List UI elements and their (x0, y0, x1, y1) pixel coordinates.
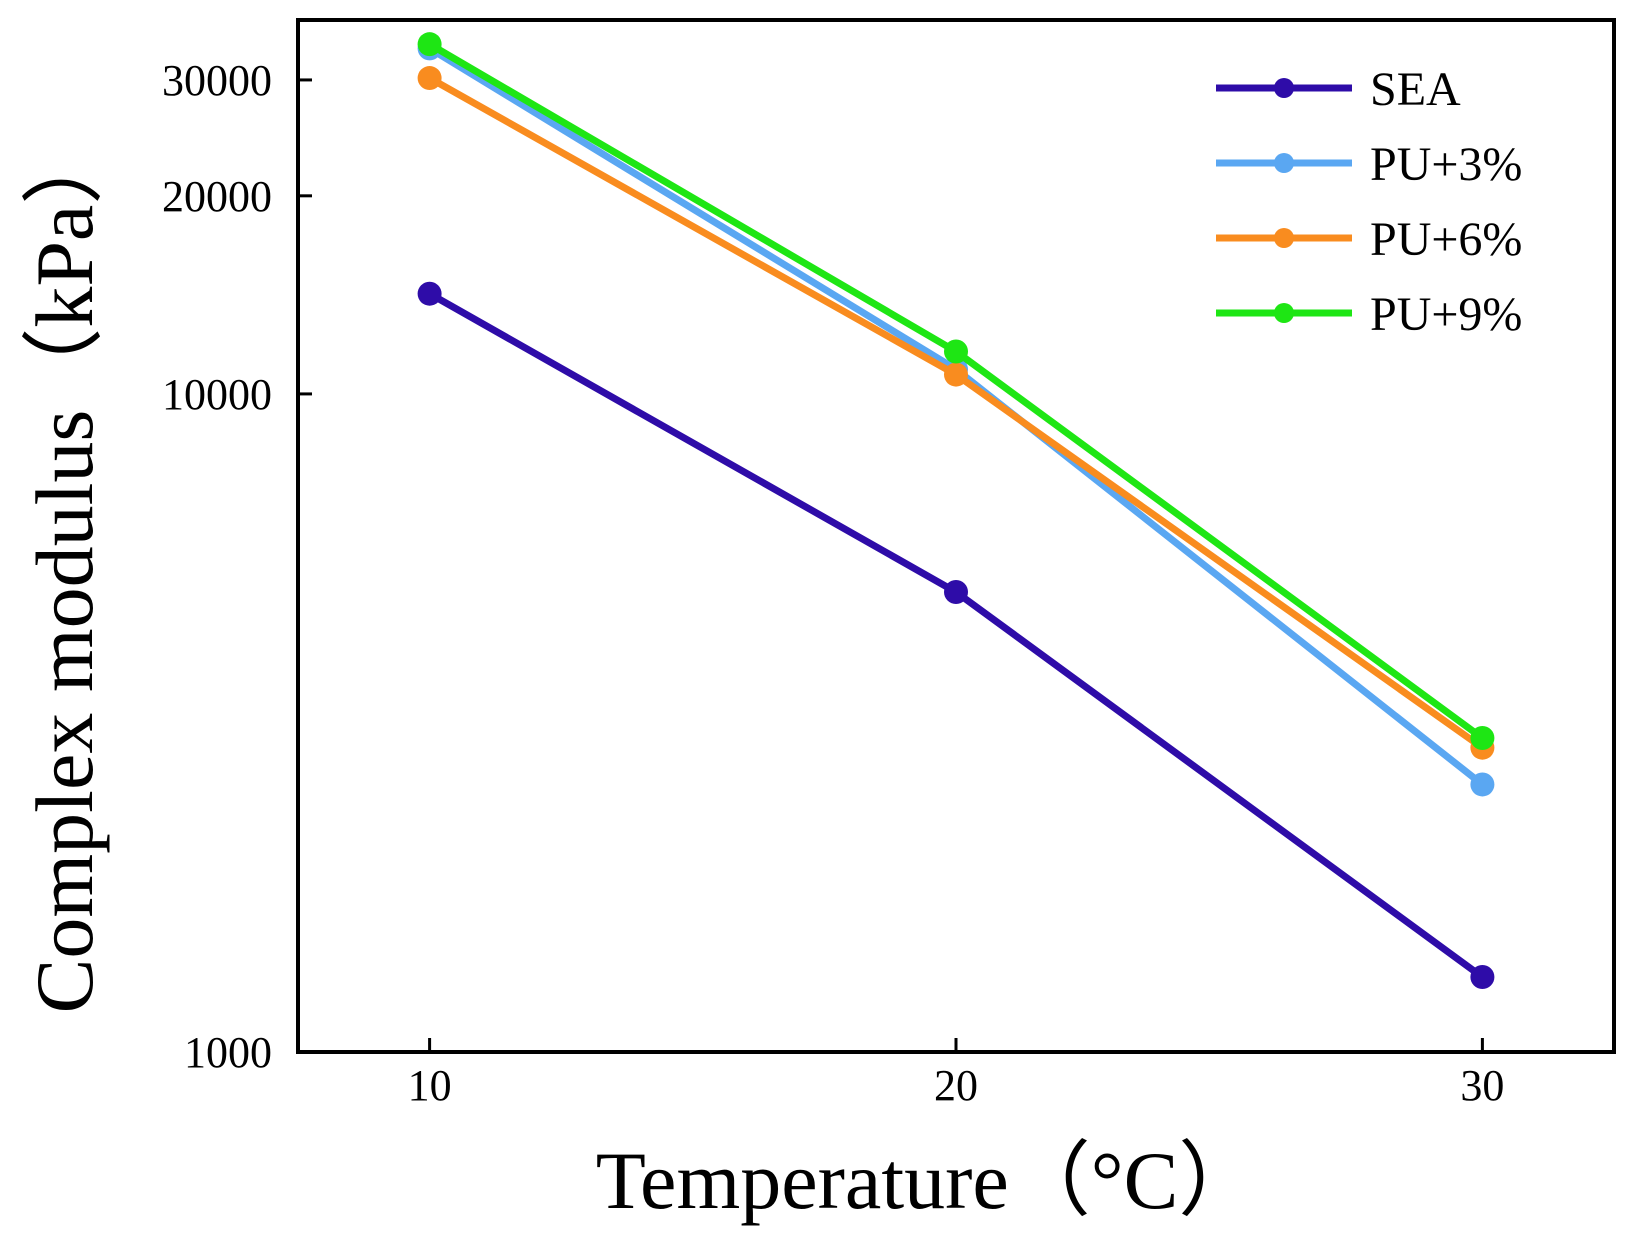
legend-marker (1274, 78, 1294, 98)
tick-marks (298, 78, 1484, 1054)
series-line (427, 45, 1485, 788)
data-point (417, 281, 442, 306)
series-3 (417, 32, 1495, 751)
legend: SEA PU+3% PU+6% PU+9% (1216, 63, 1522, 341)
x-tick-label: 30 (1460, 1061, 1504, 1110)
legend-item-0: SEA (1216, 63, 1461, 116)
x-tick-label: 20 (934, 1061, 978, 1110)
series-1 (417, 36, 1495, 797)
y-axis-tick-labels: 1000 10000 20000 30000 (162, 56, 272, 1077)
y-tick-label: 1000 (184, 1028, 272, 1077)
legend-marker (1274, 228, 1294, 248)
series-2 (417, 66, 1495, 760)
y-tick-label: 20000 (162, 172, 272, 221)
y-axis-title: Complex modulus（kPa） (19, 123, 110, 1014)
x-axis-title: Temperature（°C） (596, 1135, 1261, 1226)
data-point (1470, 965, 1495, 990)
legend-marker (1274, 303, 1294, 323)
legend-marker (1274, 153, 1294, 173)
series-0 (417, 281, 1495, 990)
data-point (417, 32, 442, 57)
y-tick-label: 30000 (162, 56, 272, 105)
data-point (944, 362, 968, 387)
legend-item-3: PU+9% (1216, 288, 1522, 341)
x-axis-tick-labels: 10 20 30 (408, 1061, 1505, 1110)
data-point (944, 339, 968, 364)
plot-area (296, 18, 1616, 1054)
legend-label: PU+6% (1370, 213, 1522, 266)
legend-item-1: PU+3% (1216, 138, 1522, 191)
data-series (417, 32, 1495, 990)
legend-label: PU+3% (1370, 138, 1522, 191)
legend-item-2: PU+6% (1216, 213, 1522, 266)
data-point (1470, 772, 1495, 797)
data-point (944, 580, 968, 605)
x-tick-label: 10 (408, 1061, 452, 1110)
data-point (1470, 726, 1495, 751)
legend-label: PU+9% (1370, 288, 1522, 341)
y-tick-label: 10000 (162, 370, 272, 419)
data-point (417, 66, 442, 91)
legend-label: SEA (1370, 63, 1461, 116)
series-line (427, 74, 1485, 751)
